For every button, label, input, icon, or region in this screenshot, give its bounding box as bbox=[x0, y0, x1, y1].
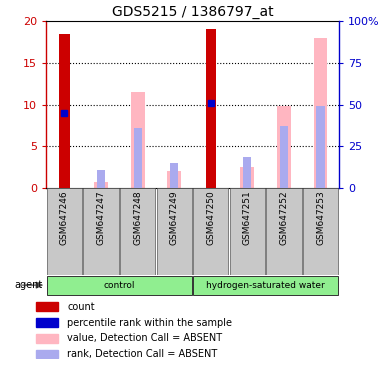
Bar bbox=[243, 157, 251, 188]
Text: GSM647252: GSM647252 bbox=[280, 190, 288, 245]
Bar bbox=[36, 350, 58, 358]
Bar bbox=[157, 188, 192, 275]
Bar bbox=[134, 128, 142, 188]
Bar bbox=[59, 34, 70, 188]
Bar bbox=[206, 30, 216, 188]
Bar bbox=[230, 188, 265, 275]
Bar bbox=[94, 182, 108, 188]
Bar bbox=[47, 276, 192, 295]
Bar bbox=[97, 170, 105, 188]
Text: GSM647251: GSM647251 bbox=[243, 190, 252, 245]
Text: hydrogen-saturated water: hydrogen-saturated water bbox=[206, 281, 325, 290]
Text: GSM647253: GSM647253 bbox=[316, 190, 325, 245]
Bar bbox=[167, 171, 181, 188]
Text: agent: agent bbox=[14, 280, 42, 290]
Bar bbox=[120, 188, 155, 275]
Bar bbox=[316, 106, 325, 188]
Bar bbox=[303, 188, 338, 275]
Bar bbox=[84, 188, 119, 275]
Text: GSM647248: GSM647248 bbox=[133, 190, 142, 245]
Bar bbox=[131, 92, 145, 188]
Text: control: control bbox=[104, 281, 135, 290]
Bar bbox=[266, 188, 301, 275]
Bar bbox=[313, 38, 328, 188]
Bar bbox=[170, 163, 178, 188]
Title: GDS5215 / 1386797_at: GDS5215 / 1386797_at bbox=[112, 5, 273, 19]
Bar bbox=[36, 334, 58, 343]
Text: GSM647250: GSM647250 bbox=[206, 190, 215, 245]
Text: value, Detection Call = ABSENT: value, Detection Call = ABSENT bbox=[67, 333, 223, 343]
Text: GSM647246: GSM647246 bbox=[60, 190, 69, 245]
Text: GSM647249: GSM647249 bbox=[170, 190, 179, 245]
Text: GSM647247: GSM647247 bbox=[97, 190, 105, 245]
Bar bbox=[193, 276, 338, 295]
Bar bbox=[36, 318, 58, 327]
Bar bbox=[277, 106, 291, 188]
Text: rank, Detection Call = ABSENT: rank, Detection Call = ABSENT bbox=[67, 349, 218, 359]
Bar bbox=[240, 167, 254, 188]
Bar bbox=[193, 188, 228, 275]
Text: count: count bbox=[67, 302, 95, 312]
Bar bbox=[36, 303, 58, 311]
Text: percentile rank within the sample: percentile rank within the sample bbox=[67, 318, 233, 328]
Bar bbox=[280, 126, 288, 188]
Bar bbox=[47, 188, 82, 275]
